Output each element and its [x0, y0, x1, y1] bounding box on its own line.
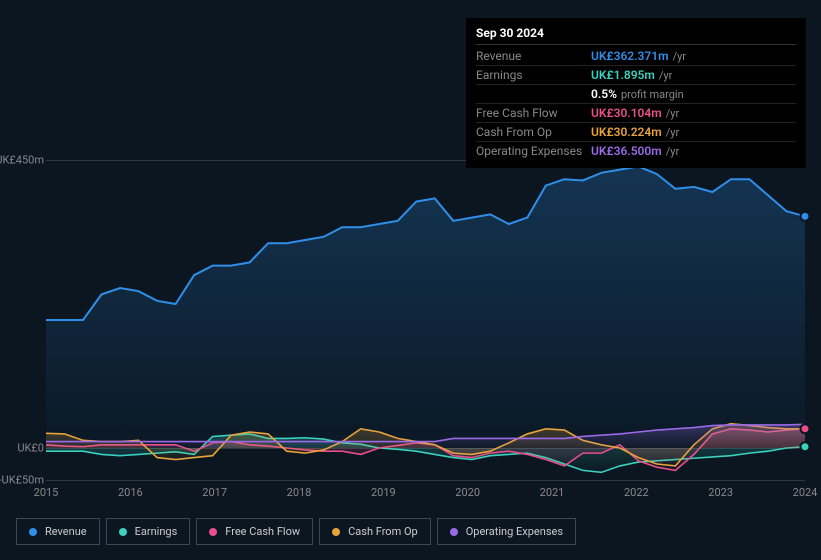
tooltip-row: Free Cash FlowUK£30.104m/yr [476, 104, 796, 123]
x-axis-tick: 2024 [793, 486, 818, 499]
legend-item-opex[interactable]: Operating Expenses [437, 518, 576, 545]
end-marker-revenue [801, 212, 810, 221]
y-axis-label: UK£450m [0, 154, 44, 167]
tooltip-label: Cash From Op [476, 125, 591, 139]
y-axis-label: -UK£50m [0, 474, 44, 487]
chart-area: UK£450mUK£0-UK£50m [16, 160, 805, 480]
x-axis-tick: 2016 [118, 486, 143, 499]
legend-swatch [450, 528, 458, 536]
legend-swatch [119, 528, 127, 536]
legend-label: Operating Expenses [466, 525, 563, 538]
legend-label: Cash From Op [348, 525, 418, 538]
tooltip-row: 0.5% profit margin [476, 85, 796, 104]
tooltip-value: 0.5% [591, 87, 617, 101]
x-axis: 2015201620172018201920202021202220232024 [46, 486, 821, 506]
tooltip-row: EarningsUK£1.895m/yr [476, 66, 796, 85]
x-axis-tick: 2017 [202, 486, 227, 499]
x-axis-tick: 2020 [455, 486, 480, 499]
tooltip-unit: /yr [666, 107, 679, 120]
legend-item-cfo[interactable]: Cash From Op [319, 518, 431, 545]
legend-item-fcf[interactable]: Free Cash Flow [196, 518, 313, 545]
tooltip-label: Revenue [476, 49, 591, 63]
tooltip-unit: /yr [673, 50, 686, 63]
gridline [46, 480, 805, 481]
tooltip-row: RevenueUK£362.371m/yr [476, 47, 796, 66]
tooltip-value: UK£362.371m [591, 49, 669, 63]
legend-item-revenue[interactable]: Revenue [16, 518, 100, 545]
tooltip-value: UK£30.224m [591, 125, 662, 139]
tooltip-unit: /yr [659, 69, 672, 82]
x-axis-tick: 2018 [287, 486, 312, 499]
tooltip-value: UK£30.104m [591, 106, 662, 120]
end-marker-fcf [801, 424, 810, 433]
chart-plot [46, 160, 805, 480]
x-axis-tick: 2022 [624, 486, 649, 499]
tooltip-value: UK£36.500m [591, 144, 662, 158]
legend-item-earnings[interactable]: Earnings [106, 518, 191, 545]
x-axis-tick: 2019 [371, 486, 396, 499]
tooltip-value: UK£1.895m [591, 68, 655, 82]
legend-swatch [209, 528, 217, 536]
x-axis-tick: 2023 [708, 486, 733, 499]
legend-label: Earnings [135, 525, 178, 538]
end-marker-earnings [801, 442, 810, 451]
legend-swatch [332, 528, 340, 536]
tooltip-panel: Sep 30 2024 RevenueUK£362.371m/yrEarning… [466, 18, 806, 168]
legend-label: Free Cash Flow [225, 525, 300, 538]
tooltip-label: Earnings [476, 68, 591, 82]
y-axis-label: UK£0 [17, 442, 44, 455]
series-area-revenue [46, 166, 805, 448]
legend-label: Revenue [45, 525, 87, 538]
x-axis-tick: 2015 [34, 486, 59, 499]
tooltip-date: Sep 30 2024 [476, 26, 796, 45]
legend: Revenue Earnings Free Cash Flow Cash From O… [16, 518, 576, 545]
tooltip-label: Operating Expenses [476, 144, 591, 158]
legend-swatch [29, 528, 37, 536]
x-axis-tick: 2021 [540, 486, 565, 499]
tooltip-label: Free Cash Flow [476, 106, 591, 120]
tooltip-unit: /yr [666, 126, 679, 139]
tooltip-row: Cash From OpUK£30.224m/yr [476, 123, 796, 142]
tooltip-row: Operating ExpensesUK£36.500m/yr [476, 142, 796, 160]
tooltip-unit: /yr [666, 145, 679, 158]
tooltip-unit: profit margin [621, 88, 684, 101]
